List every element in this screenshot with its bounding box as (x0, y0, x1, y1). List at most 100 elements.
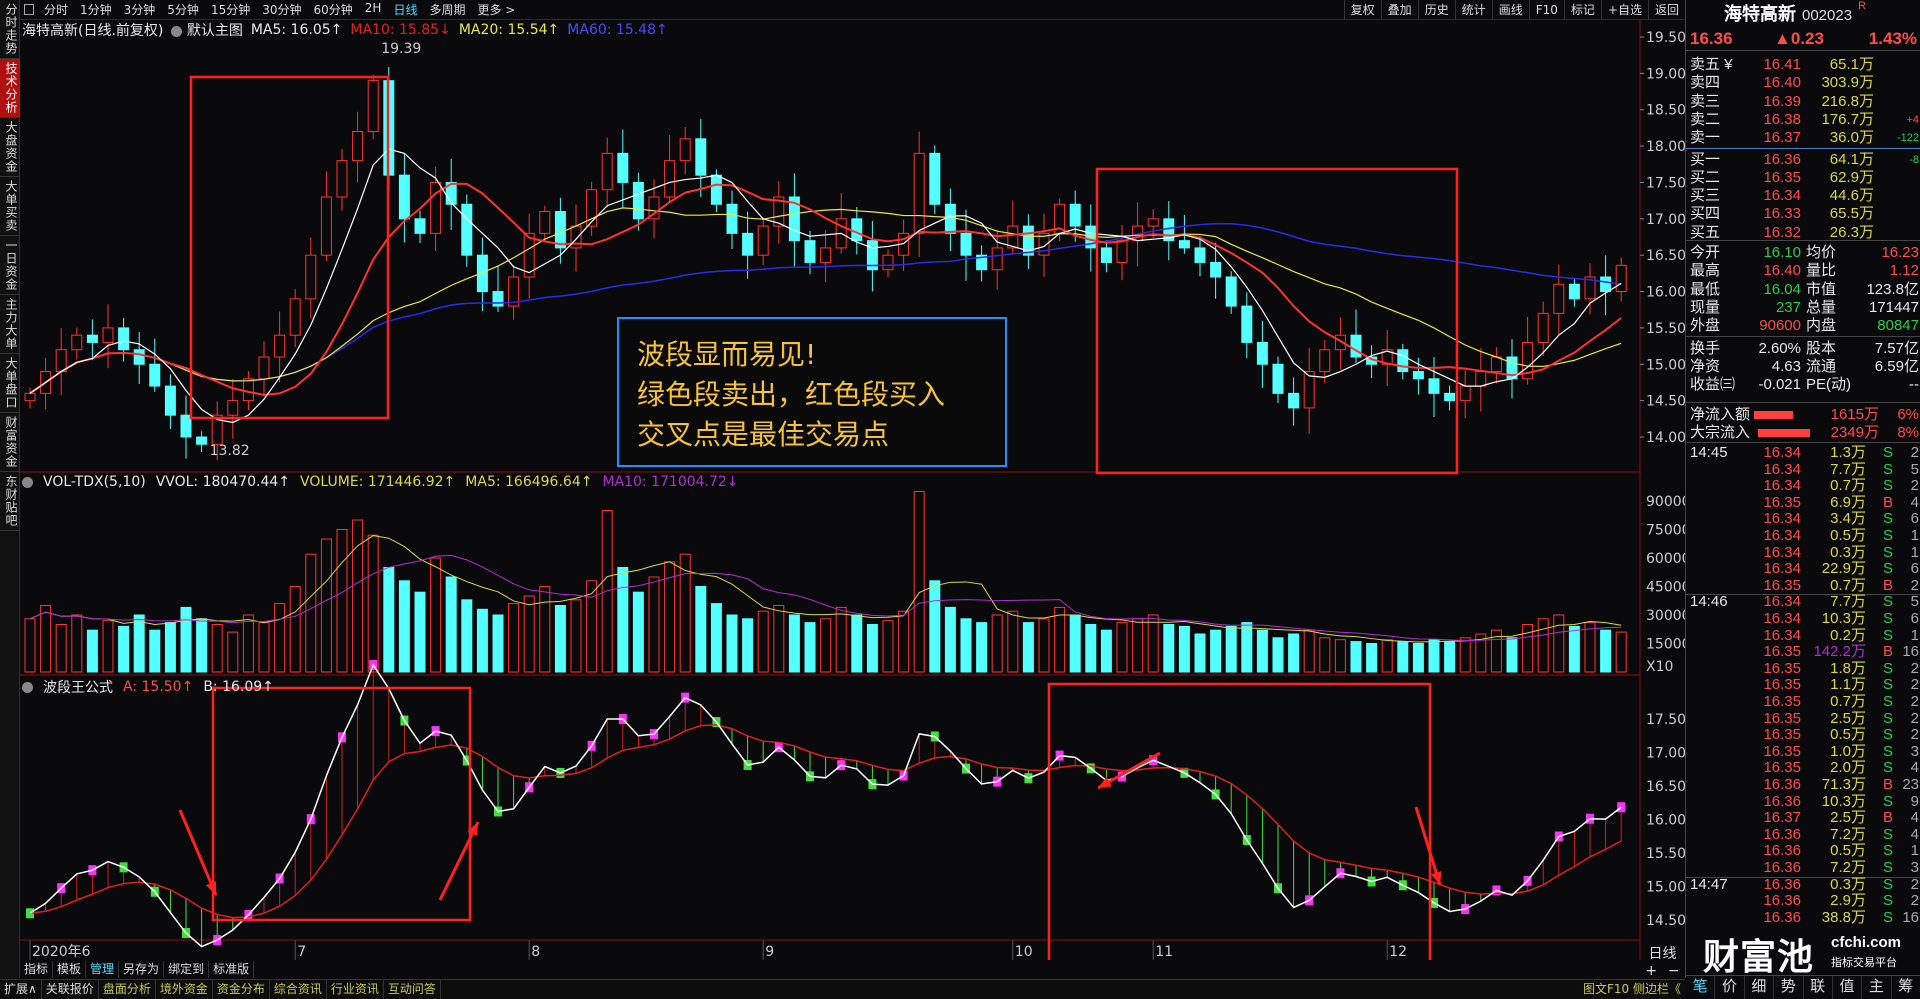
left-tab-8[interactable]: 东财贴吧 (0, 472, 20, 531)
chart-tool-1[interactable]: 叠加 (1380, 0, 1418, 20)
left-tab-5[interactable]: 主力大单 (0, 295, 20, 354)
candle-up (757, 225, 769, 256)
period-tab-5[interactable]: 30分钟 (262, 3, 302, 17)
bottom-tab-7[interactable]: 互动问答 (384, 980, 441, 999)
period-tab-1[interactable]: 1分钟 (80, 3, 112, 17)
left-tab-1[interactable]: 技术分析 (0, 59, 20, 118)
kline-chart[interactable]: 19.50 19.00 18.50 18.00 17.50 17.00 16.50 16.00… (20, 20, 1685, 960)
price-change: ▲0.23 (1774, 29, 1824, 48)
tick-count: 2 (1910, 659, 1919, 677)
chart-tool-7[interactable]: +自选 (1600, 0, 1648, 20)
left-tab-3[interactable]: 大单买卖 (0, 177, 20, 236)
volume-bar (274, 603, 286, 673)
indicator-tool-5[interactable]: 标准版 (209, 961, 255, 978)
stat-label: 股本 (1806, 339, 1837, 357)
divider (1686, 442, 1920, 443)
sidebar-toggle[interactable]: 图文F10 侧边栏《 (1583, 982, 1681, 996)
panel-tab-7[interactable]: 筹 (1892, 976, 1920, 999)
tick-price: 16.36 (1763, 842, 1801, 860)
period-tab-4[interactable]: 15分钟 (210, 3, 251, 17)
volume-bar (882, 620, 894, 673)
period-tab-2[interactable]: 3分钟 (123, 3, 156, 17)
main-chart-legend: 海特高新(日线.前复权) 默认主图 MA5: 16.05↑ MA10: 15.8… (22, 21, 668, 39)
indicator-tool-1[interactable]: 模板 (53, 961, 87, 978)
left-tab-0[interactable]: 分时走势 (0, 0, 20, 59)
panel-tab-2[interactable]: 细 (1745, 976, 1775, 999)
chart-tool-3[interactable]: 统计 (1454, 0, 1492, 20)
bottom-tab-1[interactable]: 关联报价 (42, 980, 99, 999)
volume-bar (1600, 629, 1612, 673)
candle-down (929, 152, 941, 205)
volume-unit-label: X10 (1646, 659, 1673, 675)
candle-down (726, 203, 738, 234)
note-line: 交叉点是最佳交易点 (637, 418, 890, 451)
month-label: 12 (1389, 944, 1407, 960)
chart-tool-2[interactable]: 历史 (1417, 0, 1455, 20)
period-label: 日线 (1648, 946, 1677, 962)
bottom-tab-2[interactable]: 盘面分析 (99, 980, 156, 999)
stat-value: 90600 (1759, 317, 1801, 335)
zoom-in-button[interactable]: + (1645, 963, 1658, 979)
bottom-tab-4[interactable]: 资金分布 (213, 980, 270, 999)
volume-bar (757, 610, 769, 673)
zoom-out-button[interactable]: − (1667, 963, 1680, 979)
period-tab-8[interactable]: 日线 (393, 3, 418, 17)
month-label: 8 (531, 944, 540, 960)
period-tab-10[interactable]: 更多 > (477, 3, 516, 17)
dropdown-icon[interactable] (22, 476, 33, 488)
candle-down (1288, 392, 1300, 409)
volume-bar (726, 614, 738, 673)
price-tick-label: 17.50 (1646, 175, 1685, 191)
chart-tool-8[interactable]: 返回 (1647, 0, 1685, 20)
panel-tab-6[interactable]: 主 (1862, 976, 1892, 999)
bottom-tab-6[interactable]: 行业资讯 (327, 980, 384, 999)
arrow-head-icon (205, 881, 216, 895)
left-tab-4[interactable]: 一日资金 (0, 236, 20, 295)
panel-tab-4[interactable]: 联 (1804, 976, 1833, 999)
chart-tool-0[interactable]: 复权 (1343, 0, 1381, 20)
tick-row: 16.36 7.2万 S 3 (1686, 859, 1920, 877)
period-tab-3[interactable]: 5分钟 (167, 3, 199, 17)
main-chart-menu[interactable]: 默认主图 (171, 20, 243, 40)
zoom-controls: 日线 + − (1640, 943, 1685, 979)
dropdown-icon[interactable] (22, 681, 33, 693)
tick-price: 16.36 (1763, 792, 1801, 810)
price-tick-label: 18.50 (1646, 103, 1685, 119)
bottom-tab-0[interactable]: 扩展∧ (0, 980, 42, 999)
indicator-tool-0[interactable]: 指标 (20, 961, 54, 978)
left-tab-2[interactable]: 大盘资金 (0, 118, 20, 177)
volume-bar (570, 599, 582, 673)
bottom-tab-5[interactable]: 综合资讯 (270, 980, 327, 999)
left-tab-6[interactable]: 大单盘口 (0, 354, 20, 413)
period-tab-7[interactable]: 2H (364, 1, 382, 15)
tick-side: S (1882, 477, 1893, 495)
period-tab-9[interactable]: 多周期 (429, 3, 466, 17)
candle-down (632, 181, 644, 220)
panel-tab-1[interactable]: 价 (1715, 976, 1745, 999)
stat-row: 外盘 90600 内盘 80847 (1686, 317, 1920, 335)
candle-down (617, 152, 629, 183)
panel-tab-5[interactable]: 值 (1833, 976, 1863, 999)
tick-side: S (1882, 659, 1893, 677)
bottom-tab-3[interactable]: 境外资金 (156, 980, 213, 999)
left-tab-7[interactable]: 财富资金 (0, 413, 20, 472)
period-tab-0[interactable]: 分时 (44, 3, 69, 17)
period-tab-6[interactable]: 60分钟 (313, 3, 353, 17)
panel-tab-0[interactable]: 笔 (1686, 976, 1716, 999)
chart-tool-4[interactable]: 画线 (1491, 0, 1529, 20)
candle-up (539, 211, 551, 234)
chart-tool-5[interactable]: F10 (1528, 0, 1564, 20)
indicator-tool-4[interactable]: 绑定到 (164, 961, 210, 978)
panel-tab-3[interactable]: 势 (1774, 976, 1804, 999)
divider (1686, 876, 1920, 878)
annotation-box (211, 686, 472, 922)
panel-toggle-icon[interactable] (24, 4, 34, 15)
indicator-tool-3[interactable]: 另存为 (119, 961, 165, 978)
indicator-tool-2[interactable]: 管理 (86, 961, 120, 978)
tick-volume: 2.0万 (1830, 759, 1866, 777)
tick-side: S (1882, 593, 1893, 611)
volume-ma5-line (29, 535, 1622, 643)
tick-price: 16.35 (1763, 759, 1801, 777)
tick-side: S (1882, 892, 1893, 910)
chart-tool-6[interactable]: 标记 (1563, 0, 1601, 20)
